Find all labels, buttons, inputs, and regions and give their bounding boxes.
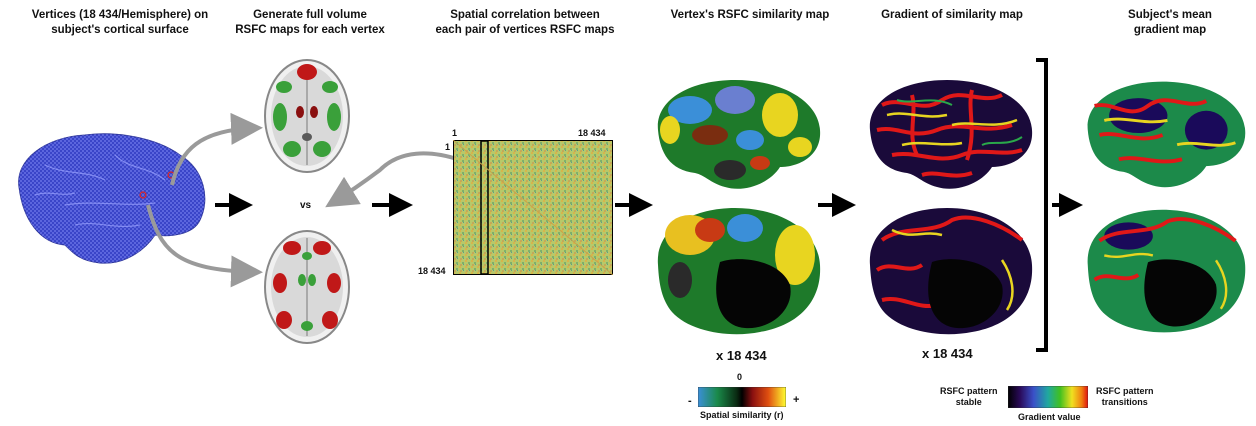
multiplier-gradient: x 18 434 <box>922 346 973 361</box>
gradient-legend-title: Gradient value <box>1018 412 1081 422</box>
multiplier-similarity: x 18 434 <box>716 348 767 363</box>
gradient-legend-right: RSFC pattern transitions <box>1096 386 1154 408</box>
step-2-title-line1: Generate full volume <box>253 9 367 21</box>
brain-slice-bottom <box>262 228 352 346</box>
gradient-color-bar <box>1008 386 1088 408</box>
matrix-left-top-index: 1 <box>445 142 451 152</box>
gradient-map-medial <box>862 200 1037 340</box>
similarity-map-lateral <box>650 75 825 195</box>
gradient-legend-right-line2: transitions <box>1101 397 1148 407</box>
similarity-legend-minus: - <box>688 395 692 407</box>
gradient-legend-left-line2: stable <box>955 397 982 407</box>
step-3-title-line1: Spatial correlation between <box>450 9 600 21</box>
step-1-title-line1: Vertices (18 434/Hemisphere) on <box>31 9 209 21</box>
gradient-map-lateral <box>862 75 1037 195</box>
step-6-title-line2: gradient map <box>1133 24 1207 36</box>
correlation-matrix <box>453 140 613 275</box>
step-5-header: Gradient of similarity map <box>862 8 1042 23</box>
similarity-legend-title: Spatial similarity (r) <box>700 410 784 420</box>
similarity-legend-plus: + <box>793 394 800 406</box>
vs-label: vs <box>300 200 312 211</box>
step-6-title-line1: Subject's mean <box>1128 9 1212 21</box>
step-2-title-line2: RSFC maps for each vertex <box>235 24 385 36</box>
similarity-map-medial <box>650 200 825 340</box>
step-1-title-line2: subject's cortical surface <box>51 24 189 36</box>
similarity-color-bar <box>698 387 786 407</box>
similarity-legend-zero: 0 <box>737 372 743 382</box>
step-4-header: Vertex's RSFC similarity map <box>650 8 850 23</box>
step-3-title-line2: each pair of vertices RSFC maps <box>435 24 615 36</box>
brain-slice-top <box>262 57 352 175</box>
step-2-header: Generate full volume RSFC maps for each … <box>225 8 395 38</box>
matrix-bottom-left-index: 18 434 <box>418 266 446 276</box>
matrix-top-left-index: 1 <box>452 128 458 138</box>
step-6-header: Subject's mean gradient map <box>1100 8 1240 38</box>
step-3-header: Spatial correlation between each pair of… <box>425 8 625 38</box>
step-5-title-line1: Gradient of similarity map <box>881 9 1023 21</box>
step-4-title-line1: Vertex's RSFC similarity map <box>670 9 830 21</box>
gradient-legend-left-line1: RSFC pattern <box>940 386 998 396</box>
matrix-top-right-index: 18 434 <box>578 128 606 138</box>
gradient-legend-left: RSFC pattern stable <box>940 386 998 408</box>
gradient-legend-right-line1: RSFC pattern <box>1096 386 1154 396</box>
step-1-header: Vertices (18 434/Hemisphere) on subject'… <box>10 8 230 38</box>
mean-gradient-lateral <box>1080 75 1250 195</box>
mean-gradient-medial <box>1080 200 1250 340</box>
